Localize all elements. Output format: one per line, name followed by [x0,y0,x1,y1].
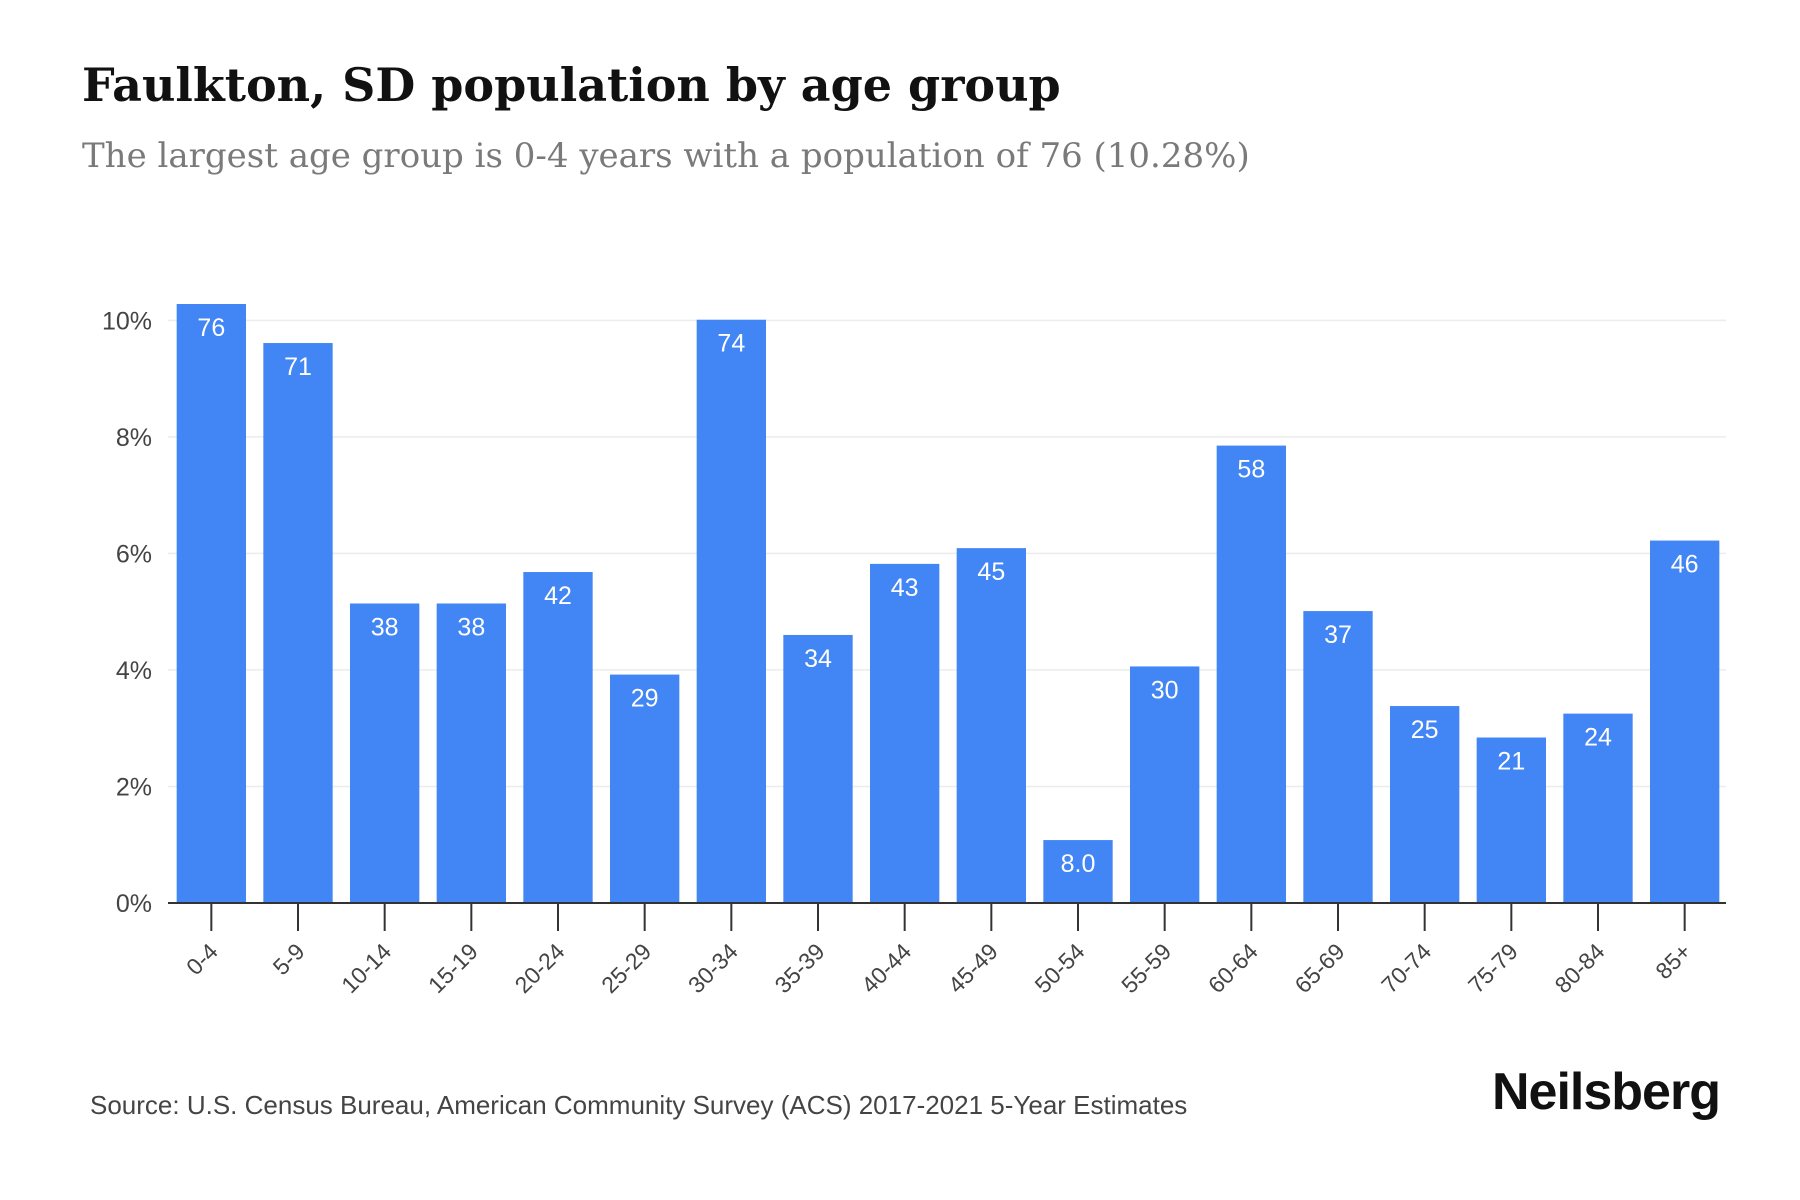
x-tick-label: 65-69 [1290,938,1350,998]
y-tick-label: 2% [116,773,152,801]
data-label: 8.0 [1061,850,1096,878]
x-tick-label: 0-4 [181,938,223,980]
y-tick-label: 4% [116,657,152,685]
x-tick-label: 5-9 [268,938,310,980]
data-label: 42 [544,582,572,610]
x-tick-label: 85+ [1650,938,1696,984]
data-label: 34 [804,645,832,673]
data-label: 46 [1671,551,1699,579]
data-label: 29 [631,685,659,713]
bar [1130,666,1200,903]
y-axis-ticks: 0% 2% 4% 6% 8% 10% [102,307,152,918]
x-tick-label: 80-84 [1550,938,1610,998]
data-label: 58 [1237,456,1265,484]
bar [870,563,940,903]
data-label: 74 [717,330,745,358]
y-tick-label: 8% [116,424,152,452]
x-tick-label: 25-29 [596,938,656,998]
x-tick-label: 70-74 [1376,938,1436,998]
bar [1390,706,1460,903]
bar [350,603,420,903]
x-tick-label: 55-59 [1116,938,1176,998]
bar [176,304,246,903]
data-label: 71 [284,353,312,381]
bar [1043,840,1113,903]
bar [783,634,853,903]
bar [1476,737,1546,903]
data-labels: 76 71 38 38 42 29 74 34 43 45 8.0 30 58 37 25 21 24 46 [197,314,1698,878]
data-label: 38 [457,614,485,642]
data-label: 24 [1584,724,1612,752]
chart-title: Faulkton, SD population by age group [82,58,1061,112]
data-label: 45 [977,558,1005,586]
bar [956,548,1026,903]
bar [696,319,766,903]
y-tick-label: 0% [116,890,152,918]
x-tick-label: 20-24 [510,938,570,998]
y-tick-label: 10% [102,307,152,335]
brand-logo: Neilsberg [1492,1063,1721,1121]
bar [263,343,333,903]
data-label: 76 [197,314,225,342]
bar [1563,713,1633,903]
bar [1650,540,1720,903]
x-tick-label: 15-19 [423,938,483,998]
x-tick-label: 30-34 [683,938,743,998]
bar [1303,611,1373,903]
bars [176,304,1720,903]
bar [523,572,593,903]
data-label: 37 [1324,621,1352,649]
x-tick-label: 10-14 [336,938,396,998]
data-label: 25 [1411,716,1439,744]
y-tick-label: 6% [116,540,152,568]
x-tick-label: 45-49 [943,938,1003,998]
x-tick-label: 75-79 [1463,938,1523,998]
x-tick-label: 40-44 [856,938,916,998]
data-label: 38 [371,614,399,642]
bar-chart: 0% 2% 4% 6% 8% 10% 76 71 38 38 42 29 74 34 43 45 8.0 30 5… [102,304,1726,998]
x-tick-label: 35-39 [770,938,830,998]
bar [436,603,506,903]
bar [1216,445,1286,903]
x-tick-label: 50-54 [1030,938,1090,998]
chart-subtitle: The largest age group is 0-4 years with … [82,136,1250,176]
x-tick-label: 60-64 [1203,938,1263,998]
gridlines [168,319,1726,788]
bar [610,674,680,903]
data-label: 30 [1151,676,1179,704]
data-label: 43 [891,574,919,602]
data-label: 21 [1497,748,1525,776]
source-note: Source: U.S. Census Bureau, American Com… [90,1090,1188,1120]
x-axis-ticks: 0-4 5-9 10-14 15-19 20-24 25-29 30-34 35-39 40-4… [181,903,1696,998]
